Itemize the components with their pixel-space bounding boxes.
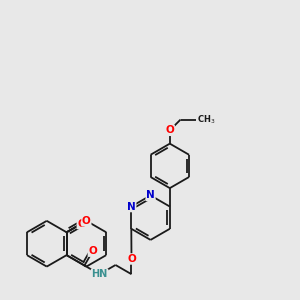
- Text: O: O: [82, 216, 91, 226]
- Text: O: O: [165, 125, 174, 135]
- Text: N: N: [146, 190, 155, 200]
- Text: O: O: [88, 246, 97, 256]
- Text: HN: HN: [92, 269, 108, 279]
- Text: O: O: [127, 254, 136, 264]
- Text: N: N: [127, 202, 136, 212]
- Text: CH$_3$: CH$_3$: [197, 113, 216, 126]
- Text: O: O: [77, 218, 86, 229]
